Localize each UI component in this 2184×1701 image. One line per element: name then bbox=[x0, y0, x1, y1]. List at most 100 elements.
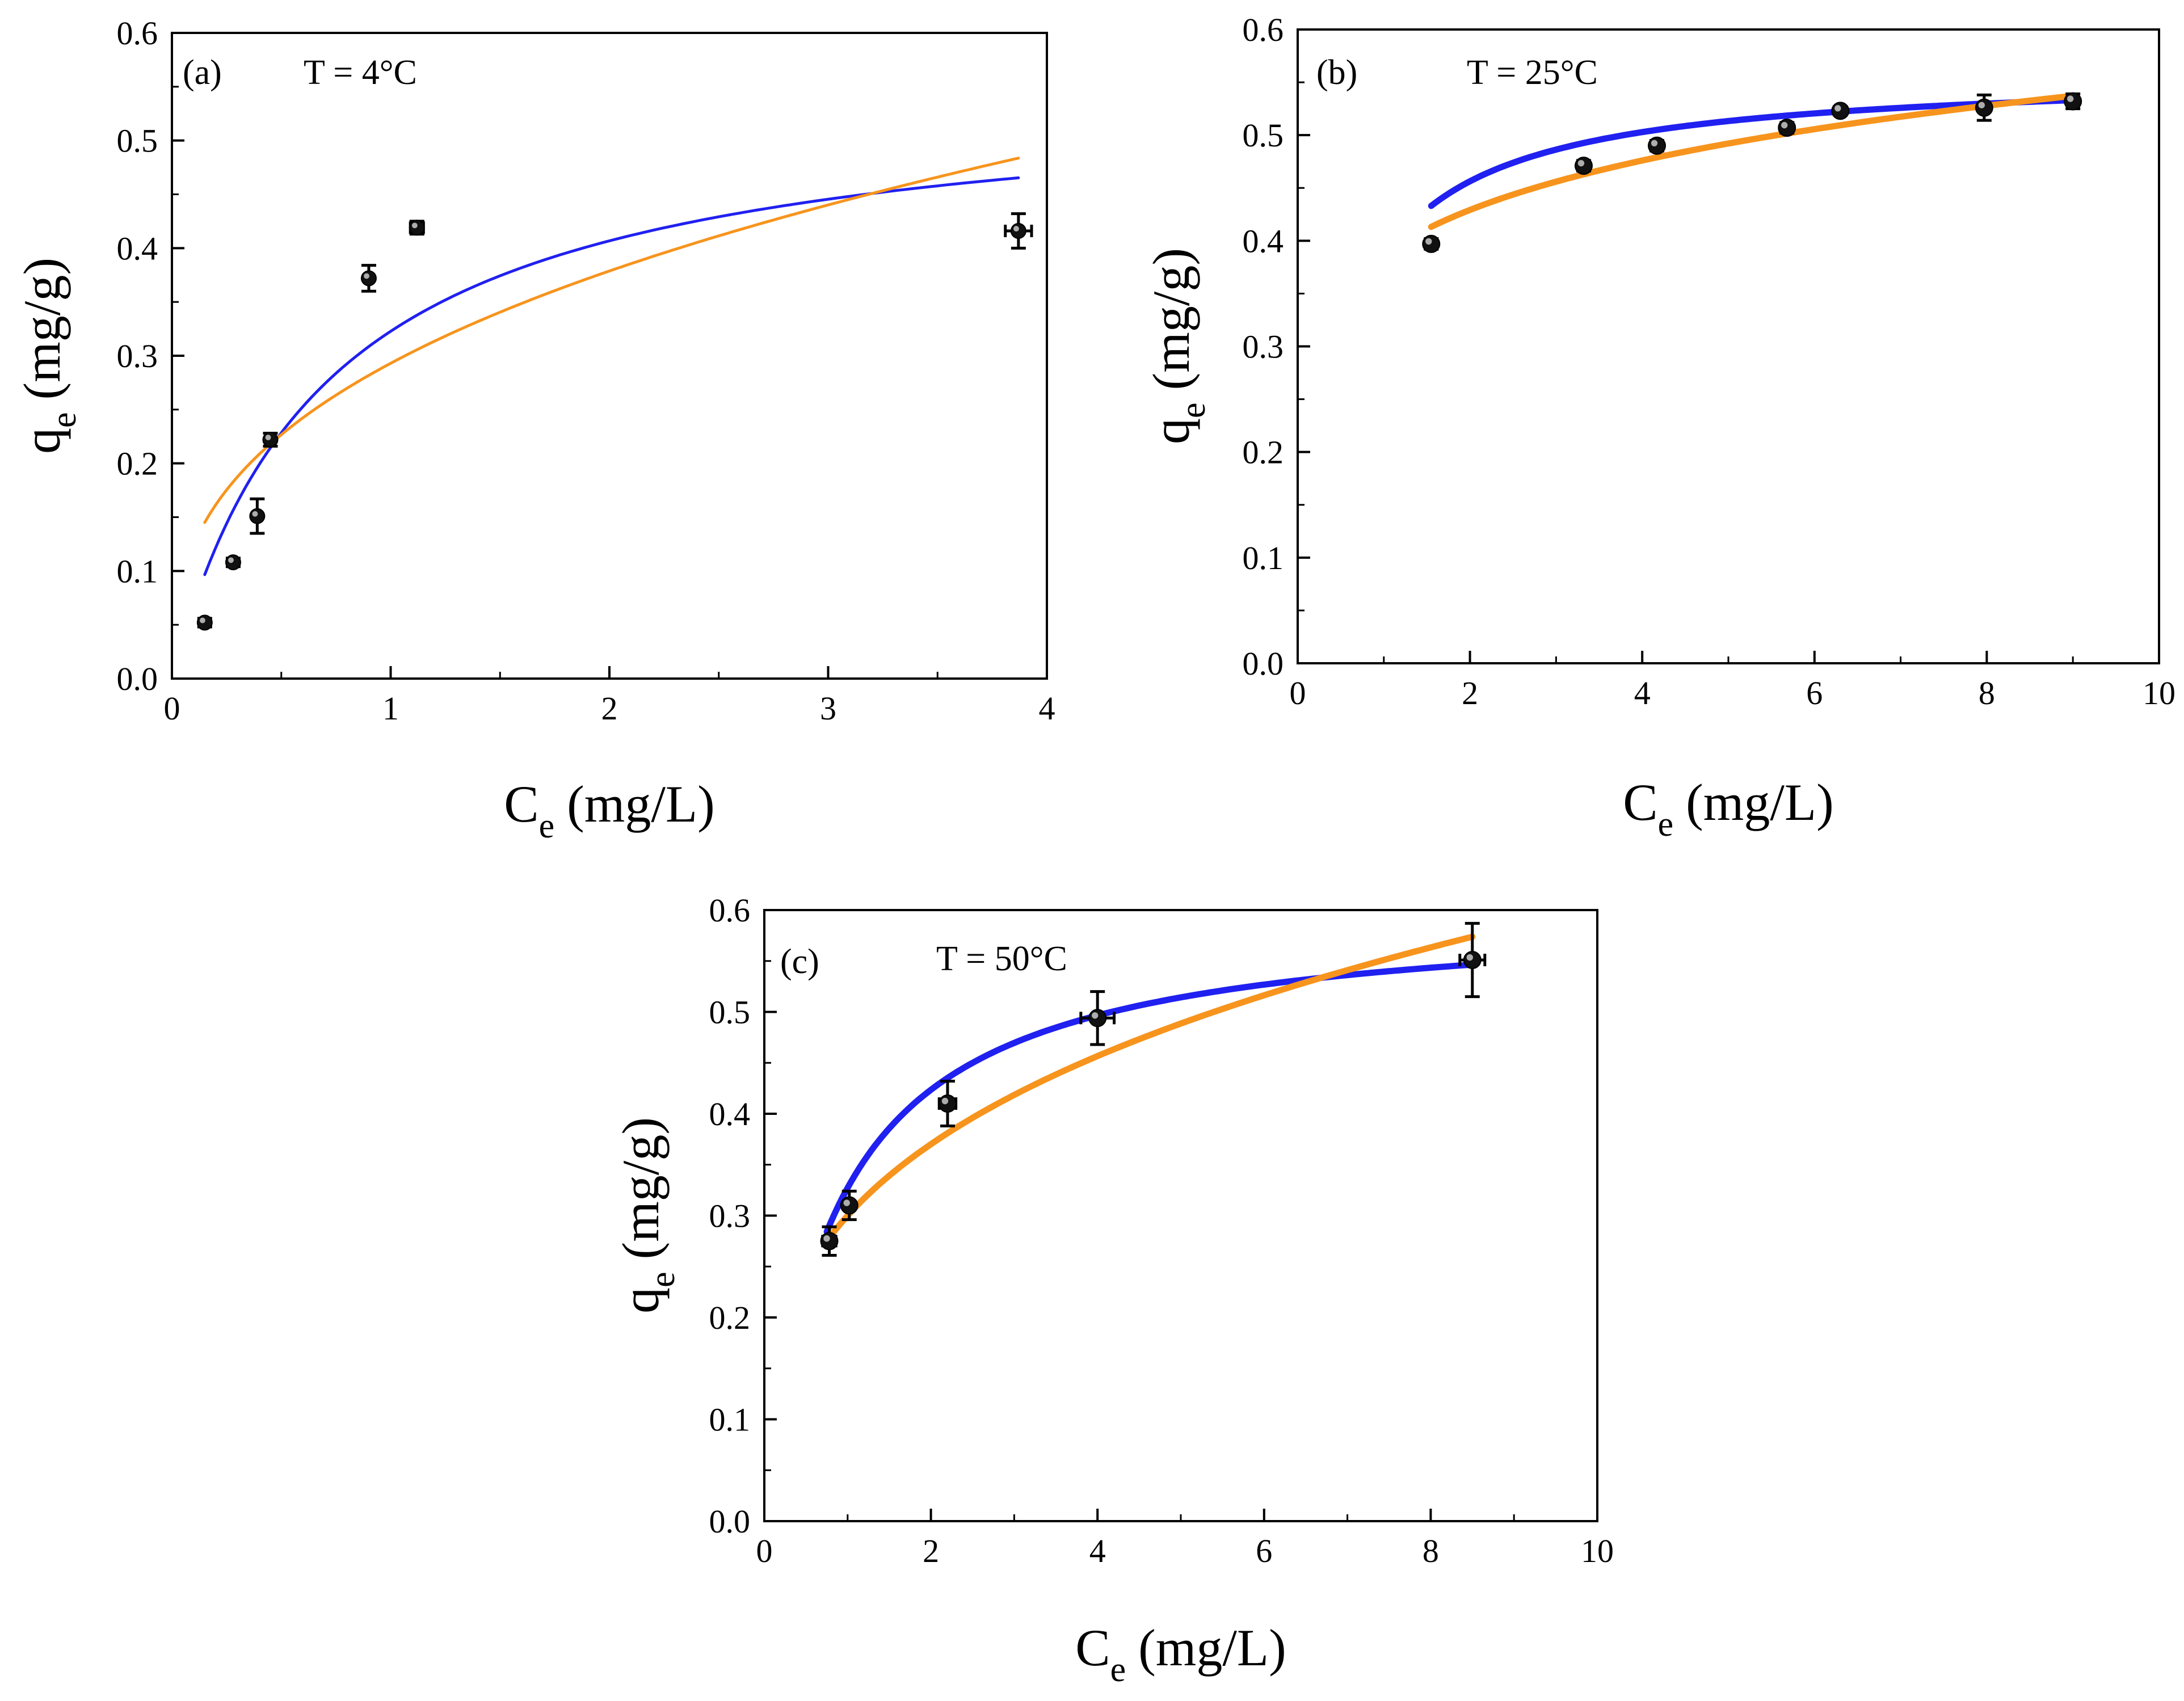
panel-b-data-point bbox=[2064, 92, 2082, 111]
panel-c-ytick-labels: 0.0 0.1 0.2 0.3 0.4 0.5 0.6 bbox=[709, 892, 751, 1540]
panel-c-data-point bbox=[820, 1232, 839, 1251]
panel-b-ytick-label: 0.6 bbox=[1243, 11, 1284, 48]
panel-a-data-point bbox=[360, 270, 377, 287]
panel-a-data-point bbox=[249, 508, 266, 524]
panel-a-data-point bbox=[196, 614, 213, 631]
panel-c-ytick-label: 0.3 bbox=[709, 1198, 751, 1235]
panel-c-data-point bbox=[1463, 950, 1482, 969]
panel-a-xtick-label: 4 bbox=[1039, 690, 1055, 727]
panel-c-data-point-highlight bbox=[843, 1199, 850, 1206]
panel-a-xtick-label: 1 bbox=[382, 690, 399, 727]
panel-b-xlabel: Ce (mg/L) bbox=[1623, 773, 1834, 844]
panel-a-xtick-labels: 0 1 2 3 4 bbox=[164, 690, 1055, 727]
panel-c: 0 2 4 6 8 10 0.0 0.1 0.2 0.3 0.4 0.5 0.6… bbox=[612, 892, 1614, 1689]
panel-c-ylabel: qe(mg/g) bbox=[612, 1117, 682, 1313]
panel-c-xtick-label: 6 bbox=[1256, 1532, 1272, 1569]
panel-b-temperature: T = 25°C bbox=[1467, 53, 1598, 92]
panel-c-data-point-highlight bbox=[823, 1235, 830, 1242]
panel-a-data-point bbox=[1010, 222, 1026, 239]
panel-a-xtick-label: 2 bbox=[601, 690, 618, 727]
panel-a-data-point bbox=[409, 220, 425, 236]
panel-b-ytick-label: 0.2 bbox=[1243, 434, 1284, 471]
panel-a-ticks bbox=[171, 32, 1048, 680]
panel-c-xlabel: Ce (mg/L) bbox=[1075, 1619, 1286, 1689]
panel-b-freundlich-curve bbox=[1428, 92, 2076, 230]
panel-a-freundlich-curve bbox=[203, 157, 1020, 524]
panel-b-data-point bbox=[1778, 119, 1796, 137]
panel-a-data-point-highlight bbox=[199, 617, 205, 624]
panel-a-data-point-highlight bbox=[1013, 226, 1019, 232]
panel-b-data-point bbox=[1648, 136, 1667, 155]
panel-a-ytick-labels: 0.0 0.1 0.2 0.3 0.4 0.5 0.6 bbox=[117, 15, 158, 697]
panel-c-data-point bbox=[938, 1094, 957, 1113]
panel-b-label: (b) bbox=[1316, 53, 1357, 92]
panel-c-data-point-highlight bbox=[941, 1097, 949, 1105]
panel-a-xtick-label: 0 bbox=[164, 690, 180, 727]
panel-b-data-point-highlight bbox=[1834, 105, 1841, 112]
panel-a-ytick-label: 0.2 bbox=[117, 445, 158, 482]
panel-a-ytick-label: 0.5 bbox=[117, 123, 158, 159]
panel-b-xtick-label: 6 bbox=[1806, 675, 1823, 711]
panel-b-langmuir-curve bbox=[1428, 97, 2076, 209]
panel-c-label: (c) bbox=[780, 942, 819, 981]
panel-a-xlabel: Ce (mg/L) bbox=[504, 775, 715, 845]
panel-c-ytick-label: 0.2 bbox=[709, 1299, 751, 1336]
panel-b-data-point bbox=[1574, 157, 1593, 175]
panel-b-data-point-highlight bbox=[2067, 95, 2074, 102]
panel-c-ytick-label: 0.4 bbox=[709, 1096, 751, 1132]
panel-a-data-point-highlight bbox=[411, 222, 418, 229]
panel-c-xtick-label: 4 bbox=[1089, 1532, 1106, 1569]
panel-a-ytick-label: 0.6 bbox=[117, 15, 158, 52]
panel-a-xtick-label: 3 bbox=[820, 690, 836, 727]
panel-b-xtick-label: 0 bbox=[1290, 675, 1306, 711]
panel-a-ylabel: qe(mg/g) bbox=[13, 258, 83, 454]
panel-b-data-point-highlight bbox=[1651, 140, 1658, 146]
panel-c-ytick-label: 0.6 bbox=[709, 892, 751, 929]
panel-b-ytick-label: 0.4 bbox=[1243, 222, 1284, 259]
panel-a-label: (a) bbox=[183, 53, 222, 92]
panel-c-temperature: T = 50°C bbox=[936, 940, 1067, 978]
panel-a-data-point-highlight bbox=[265, 435, 271, 440]
panel-a-data-point bbox=[262, 431, 279, 448]
panel-c-ytick-label: 0.1 bbox=[709, 1401, 751, 1438]
panel-c-data-point bbox=[1088, 1009, 1107, 1028]
panel-c-points bbox=[820, 921, 1487, 1257]
panel-b-data-point bbox=[1422, 234, 1441, 253]
panel-c-ytick-label: 0.5 bbox=[709, 994, 751, 1031]
panel-b-ytick-label: 0.0 bbox=[1243, 645, 1284, 682]
panel-a-points bbox=[196, 212, 1033, 631]
panel-c-xtick-labels: 0 2 4 6 8 10 bbox=[756, 1532, 1614, 1569]
panel-c-langmuir-curve bbox=[823, 961, 1476, 1235]
panel-a: 0 1 2 3 4 0.0 0.1 0.2 0.3 0.4 0.5 0.6 (a… bbox=[13, 15, 1055, 845]
panel-b-points bbox=[1422, 92, 2082, 253]
panel-b-xtick-label: 2 bbox=[1462, 675, 1478, 711]
panel-a-curves bbox=[203, 157, 1020, 576]
panel-b-data-point-highlight bbox=[1978, 102, 1985, 108]
panel-c-ytick-label: 0.0 bbox=[709, 1503, 751, 1540]
panel-a-ytick-label: 0.0 bbox=[117, 660, 158, 697]
panel-b-xtick-label: 8 bbox=[1979, 675, 1995, 711]
panel-a-data-point-highlight bbox=[228, 557, 234, 563]
panel-c-xtick-label: 8 bbox=[1423, 1532, 1439, 1569]
panel-a-data-point-highlight bbox=[364, 273, 369, 279]
panel-c-xtick-label: 0 bbox=[756, 1532, 773, 1569]
panel-b-ytick-label: 0.3 bbox=[1243, 329, 1284, 365]
panel-b-data-point-highlight bbox=[1425, 238, 1432, 245]
panel-a-ytick-label: 0.1 bbox=[117, 553, 158, 590]
panel-b-ytick-label: 0.5 bbox=[1243, 117, 1284, 154]
panel-a-ytick-label: 0.4 bbox=[117, 230, 158, 267]
panel-c-ticks bbox=[763, 909, 1598, 1522]
panel-c-xtick-label: 2 bbox=[923, 1532, 939, 1569]
panel-b-data-point-highlight bbox=[1781, 121, 1788, 129]
panel-b: 0 2 4 6 8 10 0.0 0.1 0.2 0.3 0.4 0.5 0.6… bbox=[1142, 11, 2175, 844]
panel-a-data-point bbox=[225, 554, 241, 571]
panel-c-data-point bbox=[840, 1196, 859, 1215]
panel-b-ticks bbox=[1297, 28, 2160, 664]
panel-b-ytick-labels: 0.0 0.1 0.2 0.3 0.4 0.5 0.6 bbox=[1243, 11, 1284, 682]
panel-c-freundlich-curve bbox=[823, 933, 1476, 1244]
panel-b-xtick-label: 10 bbox=[2143, 675, 2175, 711]
panel-b-ylabel: qe(mg/g) bbox=[1142, 248, 1213, 444]
panel-c-data-point-highlight bbox=[1466, 954, 1473, 961]
